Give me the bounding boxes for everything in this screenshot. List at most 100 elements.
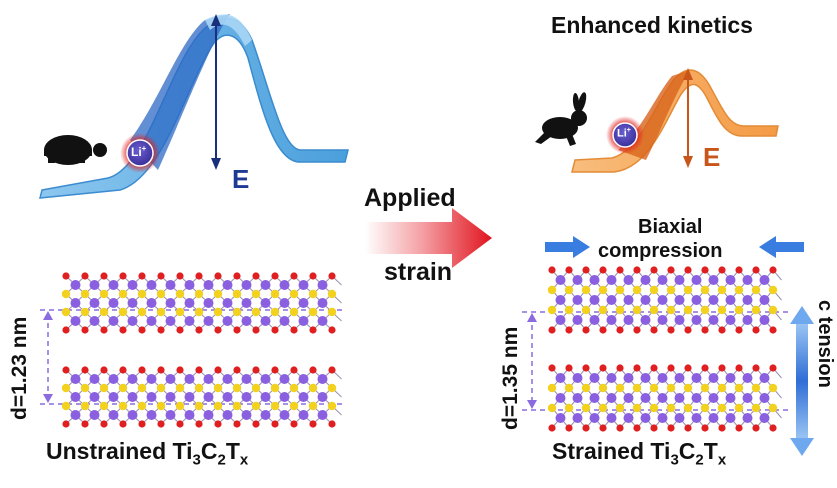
- atom: [279, 298, 290, 308]
- atom: [565, 326, 573, 334]
- atom: [61, 401, 71, 411]
- atom: [742, 315, 753, 325]
- atom: [298, 374, 309, 384]
- atom: [241, 410, 252, 420]
- atom: [667, 364, 675, 372]
- atom: [572, 295, 583, 305]
- atom: [606, 373, 617, 383]
- atom: [260, 316, 271, 326]
- atom: [100, 366, 108, 374]
- atom: [701, 266, 709, 274]
- atom: [99, 401, 109, 411]
- atom: [251, 289, 261, 299]
- atom: [649, 305, 659, 315]
- atom: [213, 383, 223, 393]
- atom: [157, 272, 165, 280]
- atom: [233, 420, 241, 428]
- atom: [649, 403, 659, 413]
- atom: [616, 424, 624, 432]
- atom: [241, 316, 252, 326]
- atom: [195, 366, 203, 374]
- atom: [289, 289, 299, 299]
- atom: [80, 401, 90, 411]
- atom: [213, 289, 223, 299]
- atom: [184, 374, 195, 384]
- atom: [691, 413, 702, 423]
- atom: [606, 295, 617, 305]
- atom: [289, 307, 299, 317]
- atom: [759, 413, 770, 423]
- atom: [674, 275, 685, 285]
- atom: [241, 280, 252, 290]
- left-energy-arrow: [211, 14, 221, 170]
- compression-label-line2: compression: [598, 240, 723, 262]
- atom: [684, 326, 692, 334]
- atom: [146, 410, 157, 420]
- atom: [80, 289, 90, 299]
- atom: [700, 285, 710, 295]
- atom: [165, 298, 176, 308]
- atom: [632, 383, 642, 393]
- atom: [734, 403, 744, 413]
- atom: [165, 316, 176, 326]
- atom: [165, 280, 176, 290]
- atom: [62, 326, 70, 334]
- atom: [270, 383, 280, 393]
- atom: [138, 366, 146, 374]
- atom: [708, 275, 719, 285]
- atom: [752, 266, 760, 274]
- atom: [203, 316, 214, 326]
- atom: [700, 403, 710, 413]
- atom: [769, 424, 777, 432]
- atom: [175, 289, 185, 299]
- atom: [751, 403, 761, 413]
- atom: [718, 326, 726, 334]
- atom: [119, 420, 127, 428]
- atom: [89, 410, 100, 420]
- atom: [70, 392, 81, 402]
- atom: [309, 366, 317, 374]
- atom: [572, 373, 583, 383]
- atom: [768, 383, 778, 393]
- atom: [119, 272, 127, 280]
- right-li-ion-icon: [606, 116, 644, 154]
- atom: [717, 305, 727, 315]
- atom: [62, 366, 70, 374]
- rabbit-icon: [535, 92, 587, 146]
- atom: [657, 295, 668, 305]
- atom: [735, 326, 743, 334]
- atom: [214, 366, 222, 374]
- atom: [700, 383, 710, 393]
- atom: [640, 315, 651, 325]
- atom: [548, 266, 556, 274]
- atom: [184, 316, 195, 326]
- atom: [156, 401, 166, 411]
- atom: [742, 393, 753, 403]
- atom: [725, 295, 736, 305]
- atom: [260, 392, 271, 402]
- atom: [156, 383, 166, 393]
- atom: [184, 280, 195, 290]
- atom: [640, 295, 651, 305]
- atom: [118, 307, 128, 317]
- atom: [769, 326, 777, 334]
- atom: [118, 289, 128, 299]
- atom: [564, 383, 574, 393]
- atom: [717, 403, 727, 413]
- atom: [657, 315, 668, 325]
- atom: [279, 410, 290, 420]
- atom: [232, 307, 242, 317]
- atom: [615, 305, 625, 315]
- atom: [572, 315, 583, 325]
- atom: [555, 373, 566, 383]
- atom: [70, 410, 81, 420]
- atom: [640, 373, 651, 383]
- atom: [99, 383, 109, 393]
- atom: [108, 298, 119, 308]
- atom: [708, 295, 719, 305]
- atom: [768, 305, 778, 315]
- atom: [632, 305, 642, 315]
- atom: [674, 413, 685, 423]
- atom: [194, 401, 204, 411]
- atom: [137, 383, 147, 393]
